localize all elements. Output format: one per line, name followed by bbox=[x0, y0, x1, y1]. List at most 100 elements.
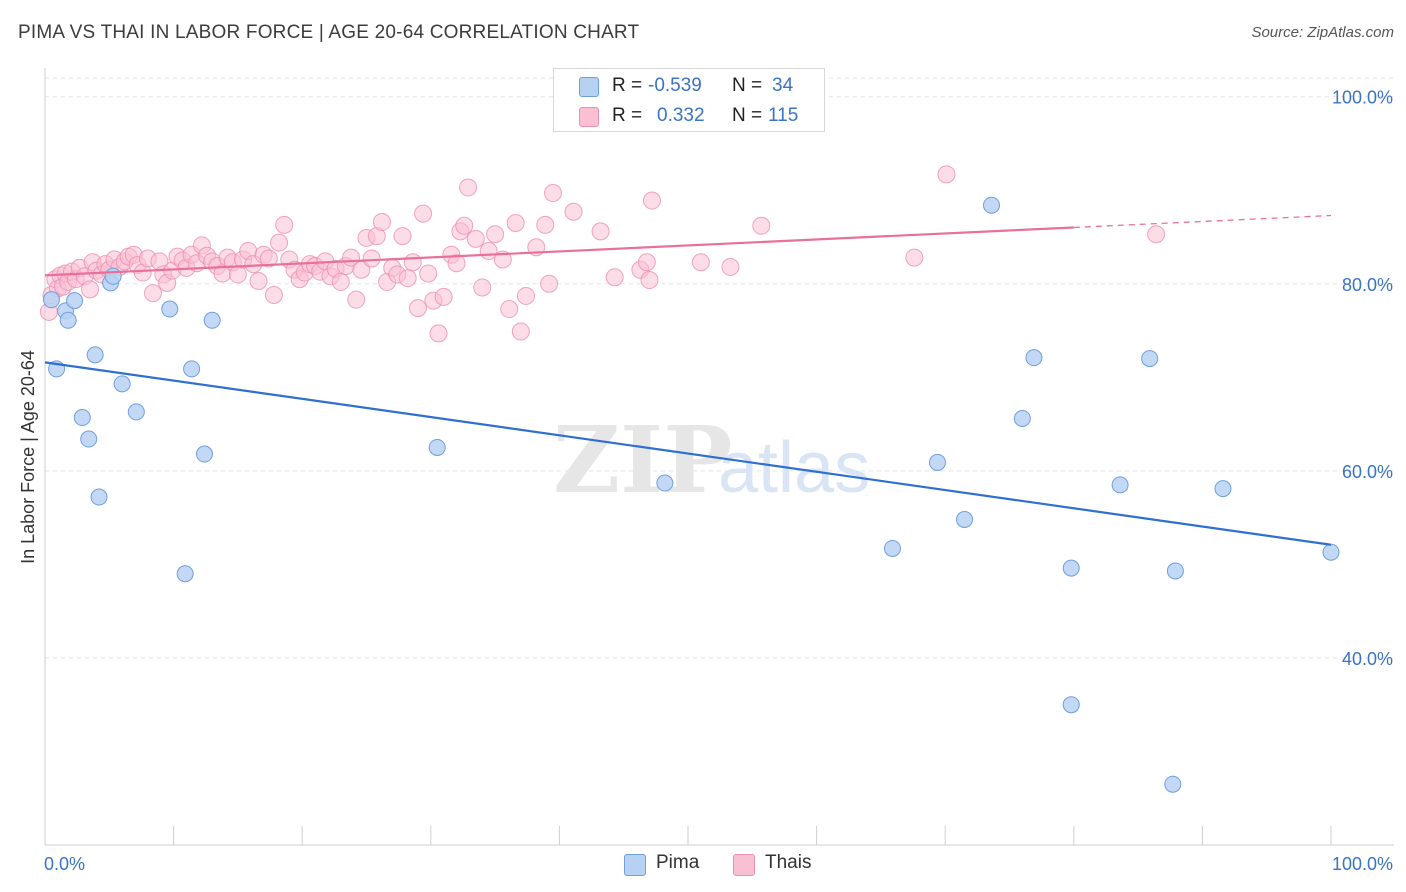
legend-n-label: N = bbox=[732, 75, 763, 96]
pima-point bbox=[656, 474, 674, 492]
legend-row-thais: R = 0.332 N = 115 bbox=[554, 101, 824, 131]
thai-point bbox=[372, 213, 391, 232]
thai-point bbox=[259, 249, 278, 268]
pima-points bbox=[42, 196, 1340, 793]
thai-point bbox=[540, 274, 559, 293]
thai-point bbox=[473, 278, 492, 297]
pima-point bbox=[66, 292, 84, 310]
thai-point bbox=[228, 265, 247, 284]
pima-point bbox=[928, 453, 946, 471]
pima-point bbox=[90, 488, 108, 506]
thai-point bbox=[640, 271, 659, 290]
thai-point bbox=[81, 280, 100, 299]
thai-point bbox=[486, 225, 505, 244]
thai-point bbox=[543, 184, 562, 203]
trendlines bbox=[44, 214, 1332, 546]
legend-n-value: 34 bbox=[772, 75, 794, 96]
pima-trendline bbox=[44, 361, 1332, 546]
thai-point bbox=[511, 322, 530, 341]
thai-point bbox=[434, 287, 453, 306]
y-tick-label: 60.0% bbox=[1342, 462, 1393, 482]
thai-point bbox=[642, 191, 661, 210]
thai-point bbox=[752, 216, 771, 235]
pima-point bbox=[982, 196, 1000, 214]
thai-point bbox=[264, 286, 283, 305]
watermark: ZIP atlas bbox=[553, 406, 870, 514]
gridlines bbox=[45, 77, 1394, 659]
legend-label-thais: Thais bbox=[765, 852, 812, 873]
thai-point bbox=[500, 300, 519, 319]
pima-point bbox=[161, 300, 179, 318]
pima-point bbox=[955, 510, 973, 528]
legend-r-value: -0.539 bbox=[648, 75, 702, 96]
pima-point bbox=[73, 409, 91, 427]
pima-point bbox=[80, 430, 98, 448]
pima-point bbox=[104, 267, 122, 285]
legend-r-value: 0.332 bbox=[657, 105, 705, 126]
y-axis-label: In Labor Force | Age 20-64 bbox=[18, 350, 38, 564]
tick-labels: 40.0% 60.0% 80.0% 100.0% 0.0% 100.0% bbox=[44, 88, 1393, 874]
thai-point bbox=[605, 268, 624, 287]
pima-point bbox=[1322, 543, 1340, 561]
y-tick-label: 80.0% bbox=[1342, 275, 1393, 295]
thai-point bbox=[275, 215, 294, 234]
thai-point bbox=[331, 272, 350, 291]
thai-point bbox=[564, 202, 583, 221]
thai-point bbox=[362, 249, 381, 268]
pima-point bbox=[1013, 409, 1031, 427]
pima-point bbox=[203, 311, 221, 329]
legend-label-pima: Pima bbox=[656, 852, 700, 873]
pima-point bbox=[1164, 775, 1182, 793]
thai-trendline bbox=[44, 226, 1074, 277]
legend-row-pima: R = -0.539 N = 34 bbox=[554, 71, 824, 101]
x-tick-label: 0.0% bbox=[44, 854, 85, 874]
thai-point bbox=[347, 290, 366, 309]
pima-point bbox=[113, 375, 131, 393]
thai-point bbox=[398, 269, 417, 288]
y-tick-label: 40.0% bbox=[1342, 649, 1393, 669]
legend-r-label: R = bbox=[612, 105, 643, 126]
legend-correlation: R = -0.539 N = 34 R = 0.332 N = 115 bbox=[553, 68, 825, 132]
thai-point bbox=[403, 253, 422, 272]
thai-point bbox=[536, 215, 555, 234]
pima-point bbox=[59, 311, 77, 329]
thai-point bbox=[459, 178, 478, 197]
thai-point bbox=[466, 229, 485, 248]
thai-point bbox=[905, 248, 924, 267]
thai-point bbox=[447, 254, 466, 273]
thai-point bbox=[591, 222, 610, 241]
legend-n-label: N = bbox=[732, 105, 763, 126]
x-tick-label: 100.0% bbox=[1332, 854, 1393, 874]
thai-point bbox=[414, 204, 433, 223]
chart-title: PIMA VS THAI IN LABOR FORCE | AGE 20-64 … bbox=[18, 22, 640, 43]
pima-point bbox=[176, 565, 194, 583]
pima-point bbox=[1141, 350, 1159, 368]
legend-swatch-thais bbox=[733, 854, 755, 876]
pima-point bbox=[1062, 696, 1080, 714]
thai-point bbox=[419, 264, 438, 283]
pima-point bbox=[195, 445, 213, 463]
thai-point bbox=[393, 227, 412, 246]
thai-point bbox=[506, 213, 525, 232]
pima-point bbox=[183, 360, 201, 378]
thai-point bbox=[721, 257, 740, 276]
watermark-zip: ZIP bbox=[553, 406, 732, 514]
thai-point bbox=[144, 284, 163, 303]
pima-point bbox=[1025, 349, 1043, 367]
thai-point bbox=[455, 216, 474, 235]
thai-point bbox=[270, 233, 289, 252]
pima-point bbox=[883, 539, 901, 557]
pima-point bbox=[127, 403, 145, 421]
thai-point bbox=[516, 286, 535, 305]
legend-swatch-pima bbox=[579, 77, 599, 97]
pima-point bbox=[428, 438, 446, 456]
thai-point bbox=[429, 324, 448, 343]
thai-point bbox=[637, 253, 656, 272]
pima-point bbox=[42, 291, 60, 309]
legend-swatch-thais bbox=[579, 107, 599, 127]
legend-r-label: R = bbox=[612, 75, 643, 96]
pima-point bbox=[1214, 480, 1232, 498]
thai-point bbox=[691, 253, 710, 272]
pima-point bbox=[1062, 559, 1080, 577]
